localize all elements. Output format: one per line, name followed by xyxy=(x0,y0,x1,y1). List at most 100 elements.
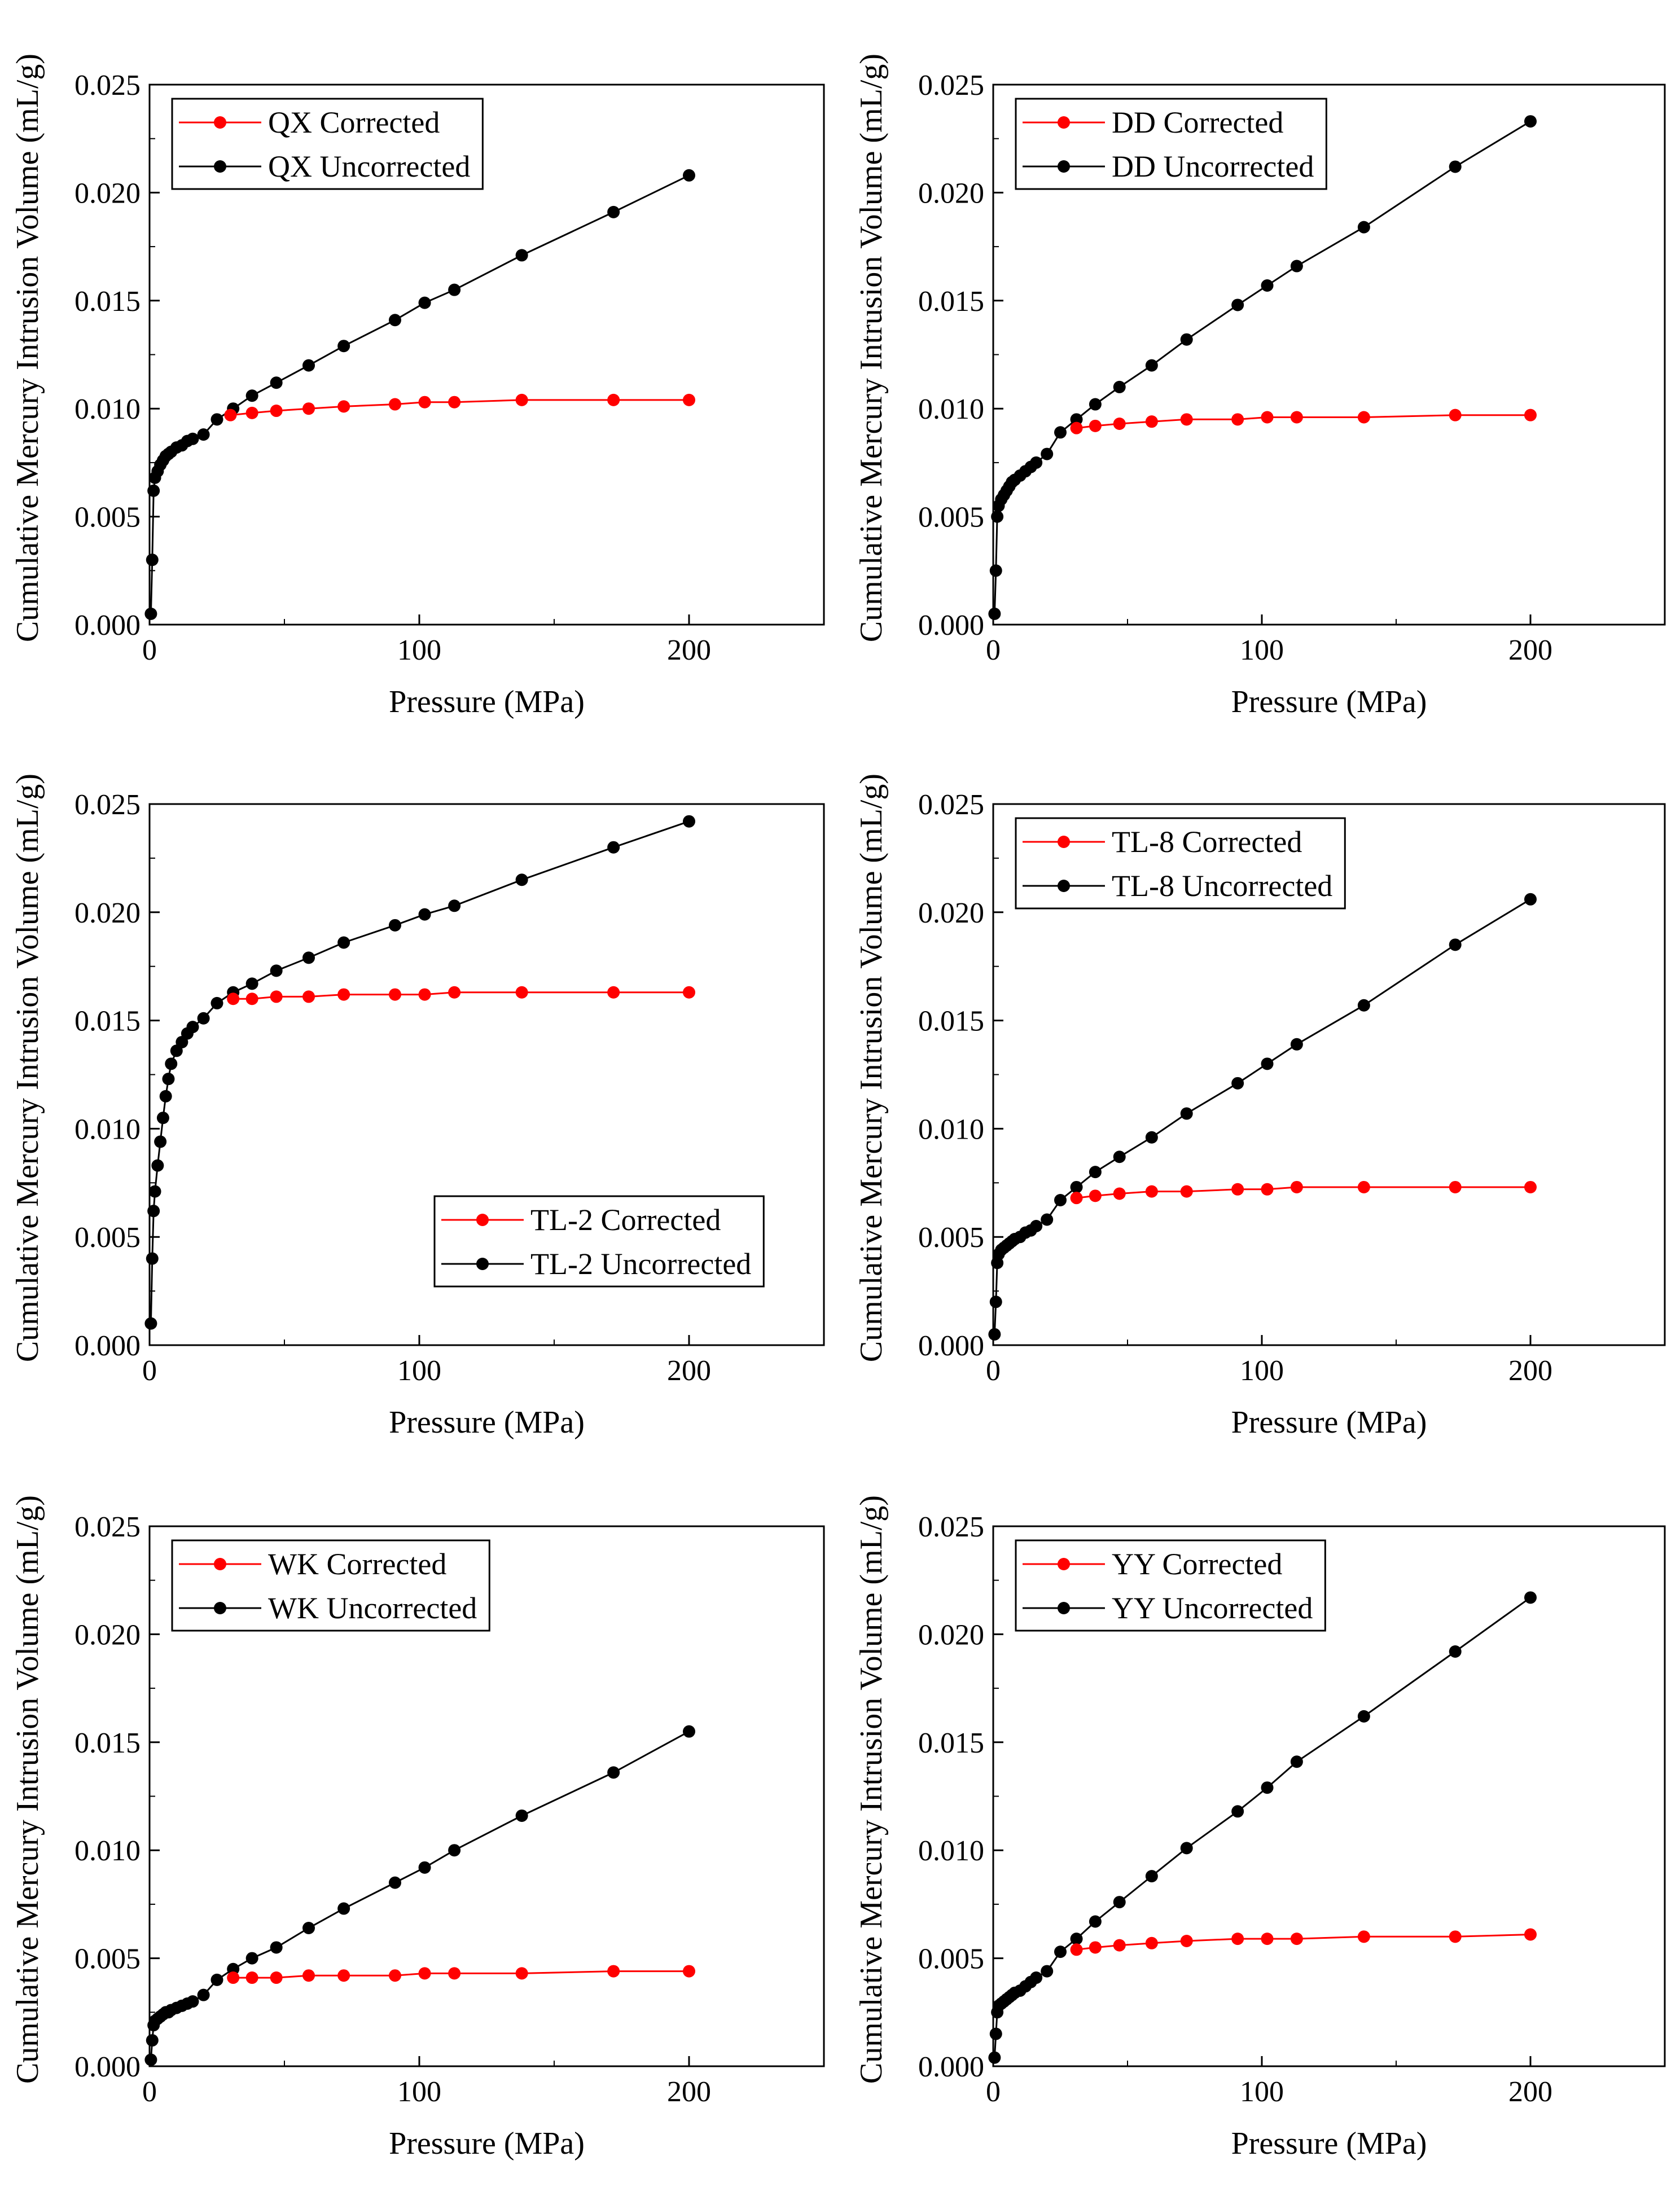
x-tick-label: 0 xyxy=(986,634,1001,666)
series-line-yy-uncorrected xyxy=(993,1597,1531,2058)
data-point xyxy=(148,1185,161,1198)
data-point xyxy=(1089,1941,1102,1954)
data-point xyxy=(388,398,401,411)
data-point xyxy=(245,977,258,990)
data-point xyxy=(337,340,350,353)
data-point xyxy=(683,986,695,999)
y-tick-label: 0.010 xyxy=(918,1113,984,1145)
data-point xyxy=(337,400,350,413)
data-point xyxy=(156,1112,169,1125)
data-point xyxy=(1261,279,1274,292)
y-tick-label: 0.000 xyxy=(918,609,984,642)
data-point xyxy=(1357,1180,1370,1193)
data-point xyxy=(683,393,695,406)
x-tick-label: 100 xyxy=(1240,1355,1284,1387)
data-point xyxy=(1054,1946,1067,1958)
data-point xyxy=(991,510,1004,523)
y-tick-label: 0.020 xyxy=(918,897,984,929)
data-point xyxy=(1089,1915,1102,1928)
data-point xyxy=(448,283,461,296)
data-point xyxy=(683,1965,695,1978)
data-point xyxy=(1231,1183,1244,1196)
data-point xyxy=(1449,160,1462,173)
data-point xyxy=(988,2051,1001,2064)
data-point xyxy=(1145,1870,1158,1883)
data-point xyxy=(1180,413,1193,426)
x-axis-title: Pressure (MPa) xyxy=(1231,2126,1427,2161)
data-point xyxy=(448,1844,461,1857)
data-point xyxy=(270,405,283,418)
y-tick-label: 0.015 xyxy=(918,1005,984,1038)
data-point xyxy=(162,1073,175,1086)
data-point xyxy=(245,1952,258,1965)
data-point xyxy=(1089,1189,1102,1202)
x-tick-label: 200 xyxy=(667,634,711,666)
x-tick-label: 0 xyxy=(142,1355,157,1387)
legend-entry: QX Uncorrected xyxy=(268,150,470,183)
data-point xyxy=(186,1021,199,1034)
y-axis-title: Cumulative Mercury Intrusion Volume (mL/… xyxy=(854,54,889,642)
data-point xyxy=(388,1876,401,1889)
y-tick-label: 0.010 xyxy=(918,1835,984,1867)
data-point xyxy=(418,988,431,1001)
data-point xyxy=(1145,1131,1158,1144)
data-point xyxy=(1231,413,1244,426)
data-point xyxy=(988,607,1001,620)
data-point xyxy=(1261,411,1274,424)
x-tick-label: 100 xyxy=(397,2076,441,2108)
data-point xyxy=(1180,1185,1193,1198)
data-point xyxy=(270,1971,283,1984)
y-tick-label: 0.015 xyxy=(74,1005,141,1038)
data-point xyxy=(154,1135,167,1148)
x-tick-label: 0 xyxy=(986,1355,1001,1387)
data-point xyxy=(418,396,431,409)
legend-marker xyxy=(476,1214,489,1226)
legend: QX Corrected QX Uncorrected xyxy=(171,98,484,190)
data-point xyxy=(1030,1971,1043,1984)
data-point xyxy=(388,1969,401,1982)
x-tick-label: 100 xyxy=(397,634,441,666)
x-tick-label: 0 xyxy=(986,2076,1001,2108)
data-point xyxy=(988,1328,1001,1341)
data-point xyxy=(1449,1180,1462,1193)
data-point xyxy=(1041,1965,1054,1978)
y-tick-label: 0.005 xyxy=(74,1222,141,1254)
y-tick-label: 0.000 xyxy=(918,1330,984,1362)
data-point xyxy=(186,432,199,445)
data-point xyxy=(1524,409,1537,421)
data-point xyxy=(245,1971,258,1984)
panel-tl-2: 0 100 200 0.000 0.005 0.010 0.015 0.020 0.025 Pre… xyxy=(10,774,825,1440)
data-point xyxy=(144,2053,157,2066)
y-tick-label: 0.015 xyxy=(918,1727,984,1759)
y-tick-label: 0.020 xyxy=(918,1619,984,1651)
legend: TL-8 Corrected TL-8 Uncorrected xyxy=(1015,817,1346,910)
data-point xyxy=(1070,1933,1083,1946)
legend-box xyxy=(171,98,484,190)
legend-box xyxy=(1015,817,1346,910)
series-line-tl-2-corrected xyxy=(233,991,689,1000)
data-point xyxy=(1070,1943,1083,1956)
x-tick-label: 200 xyxy=(667,2076,711,2108)
data-point xyxy=(1070,421,1083,434)
x-tick-label: 100 xyxy=(397,1355,441,1387)
series-line-yy-corrected xyxy=(1076,1934,1531,1951)
data-point xyxy=(1054,1193,1067,1206)
y-tick-label: 0.000 xyxy=(74,2051,141,2083)
legend-marker xyxy=(214,160,226,173)
data-point xyxy=(210,996,223,1009)
legend-box xyxy=(1015,98,1327,190)
data-point xyxy=(1113,1150,1126,1163)
series-line-qx-uncorrected xyxy=(150,174,690,614)
data-point xyxy=(1290,1933,1303,1946)
data-point xyxy=(1089,419,1102,432)
data-point xyxy=(1449,1645,1462,1658)
data-point xyxy=(1231,1805,1244,1818)
legend-entry: TL-2 Uncorrected xyxy=(530,1247,751,1281)
series-line-tl-8-uncorrected xyxy=(993,898,1531,1334)
x-axis-title: Pressure (MPa) xyxy=(1231,684,1427,719)
data-point xyxy=(1089,398,1102,411)
data-point xyxy=(1357,1930,1370,1943)
series-line-wk-uncorrected xyxy=(150,1731,690,2060)
y-tick-label: 0.005 xyxy=(74,1943,141,1975)
data-point xyxy=(1261,1933,1274,1946)
